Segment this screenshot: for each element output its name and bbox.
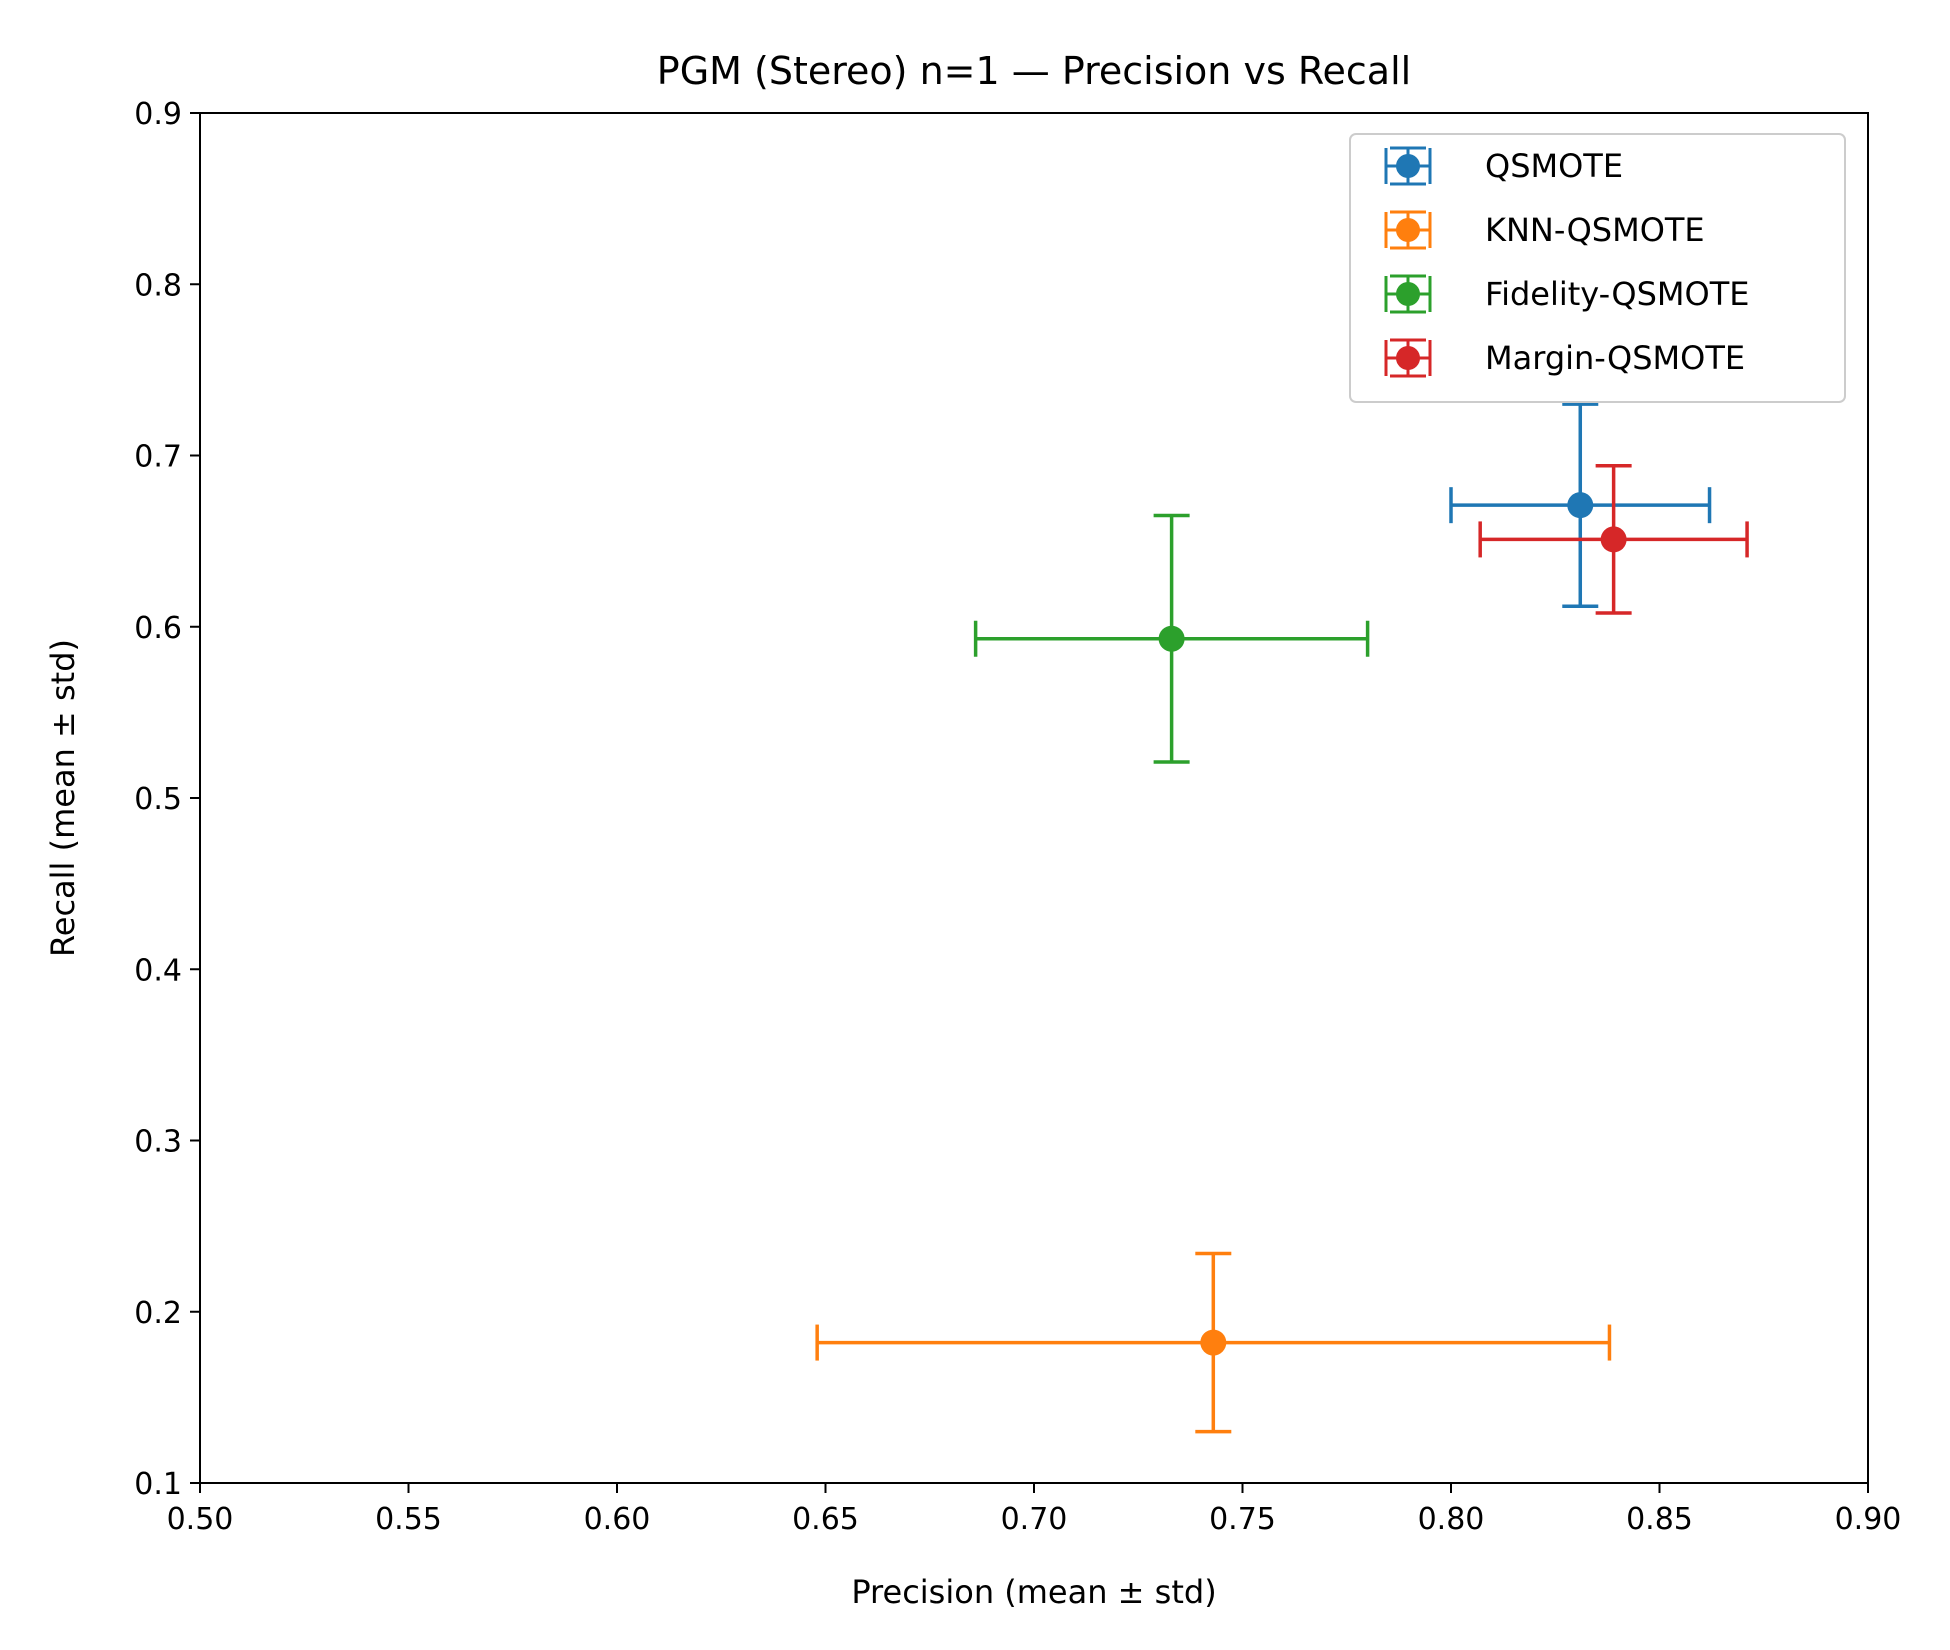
legend-item-fidelity-qsmote: Fidelity-QSMOTE (1384, 274, 1749, 314)
legend-marker (1396, 218, 1420, 242)
x-tick-label: 0.75 (1209, 1502, 1276, 1537)
x-tick-label: 0.50 (167, 1502, 234, 1537)
x-tick-label: 0.60 (584, 1502, 651, 1537)
legend-label: Margin-QSMOTE (1485, 339, 1745, 377)
series-fidelity-qsmote (973, 513, 1370, 764)
y-tick-label: 0.7 (134, 440, 182, 475)
legend-marker (1396, 154, 1420, 178)
legend-marker (1396, 282, 1420, 306)
data-point-margin-qsmote (1600, 526, 1627, 553)
legend-item-knn-qsmote: KNN-QSMOTE (1384, 210, 1705, 250)
data-point-fidelity-qsmote (1158, 625, 1185, 652)
x-tick-label: 0.80 (1418, 1502, 1485, 1537)
y-tick-label: 0.4 (134, 953, 182, 988)
y-tick-label: 0.6 (134, 611, 182, 646)
x-tick-label: 0.70 (1001, 1502, 1068, 1537)
y-tick-label: 0.5 (134, 782, 182, 817)
plot-frame (199, 112, 1869, 1484)
y-tick-label: 0.3 (134, 1125, 182, 1160)
legend-marker (1396, 346, 1420, 370)
x-tick-label: 0.85 (1626, 1502, 1693, 1537)
data-marks (815, 402, 1749, 1434)
legend: QSMOTE KNN-QSMOTE Fidelity-QSMOTE Margin-QS… (1349, 133, 1846, 403)
y-tick-label: 0.8 (134, 268, 182, 303)
y-axis-label: Recall (mean ± std) (44, 639, 82, 957)
legend-box (1349, 133, 1846, 403)
series-knn-qsmote (815, 1251, 1612, 1434)
y-tick-label: 0.2 (134, 1296, 182, 1331)
legend-label: Fidelity-QSMOTE (1485, 275, 1749, 313)
x-tick-label: 0.55 (375, 1502, 442, 1537)
x-axis-label: Precision (mean ± std) (851, 1573, 1216, 1611)
legend-item-qsmote: QSMOTE (1384, 146, 1623, 186)
x-tick-label: 0.90 (1835, 1502, 1902, 1537)
legend-label: KNN-QSMOTE (1485, 211, 1705, 249)
data-point-knn-qsmote (1200, 1329, 1227, 1356)
data-point-qsmote (1567, 492, 1594, 519)
series-margin-qsmote (1478, 464, 1749, 615)
legend-label: QSMOTE (1485, 147, 1623, 185)
y-tick-label: 0.1 (134, 1467, 182, 1502)
chart-title: PGM (Stereo) n=1 — Precision vs Recall (657, 49, 1411, 93)
y-tick-label: 0.9 (134, 97, 182, 132)
x-tick-label: 0.65 (792, 1502, 859, 1537)
axis-ticks: 0.50 0.55 0.60 0.65 0.70 0.75 0.80 0.85 0.90 0.1 0… (134, 97, 1901, 1537)
series-qsmote (1449, 402, 1712, 608)
legend-item-margin-qsmote: Margin-QSMOTE (1384, 338, 1745, 378)
